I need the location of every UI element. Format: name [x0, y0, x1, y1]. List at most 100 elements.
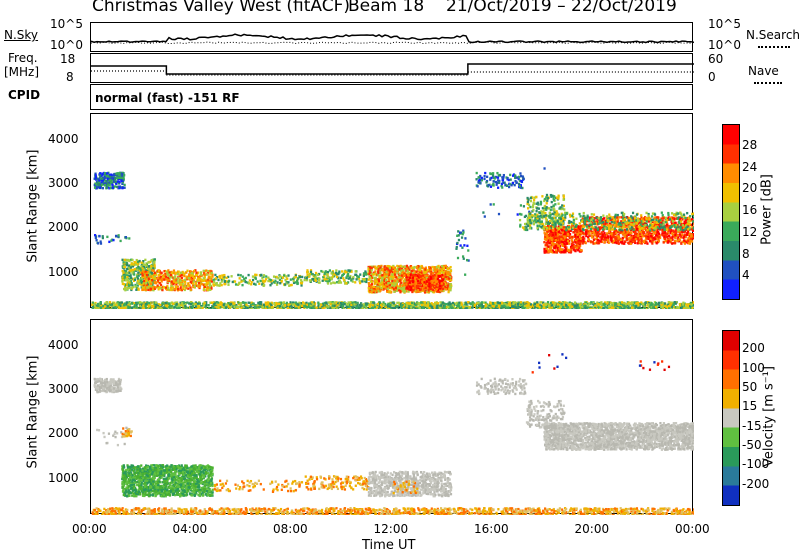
heatmap-cell: [182, 286, 185, 290]
heatmap-cell: [429, 276, 433, 280]
heatmap-cell: [602, 221, 605, 224]
heatmap-cell: [323, 271, 327, 274]
heatmap-cell: [425, 282, 428, 285]
heatmap-cell: [415, 266, 419, 270]
heatmap-cell: [254, 277, 257, 280]
heatmap-cell: [578, 230, 581, 234]
heatmap-cell: [389, 290, 392, 293]
heatmap-cell: [98, 180, 101, 183]
heatmap-cell: [623, 233, 626, 236]
heatmap-cell: [157, 288, 160, 291]
heatmap-cell: [368, 276, 372, 279]
heatmap-cell: [669, 228, 672, 231]
heatmap-cell: [444, 264, 448, 268]
heatmap-cell: [638, 241, 642, 244]
heatmap-cell: [269, 278, 272, 282]
heatmap-cell: [108, 187, 111, 190]
heatmap-cell: [659, 226, 663, 229]
heatmap-cell: [144, 277, 147, 280]
heatmap-cell: [514, 175, 517, 178]
heatmap-cell: [423, 282, 426, 285]
heatmap-cell: [141, 288, 144, 292]
heatmap-cell: [521, 175, 524, 178]
heatmap-cell: [253, 282, 256, 286]
heatmap-cell: [174, 271, 177, 275]
heatmap-cell: [544, 225, 547, 229]
heatmap-cell: [553, 246, 556, 250]
heatmap-cell: [256, 280, 259, 283]
heatmap-cell: [438, 280, 441, 283]
heatmap-cell: [565, 226, 568, 229]
heatmap-cell: [546, 225, 550, 228]
heatmap-cell: [656, 235, 659, 238]
heatmap-cell: [632, 238, 635, 242]
heatmap-cell: [562, 196, 565, 199]
heatmap-cell: [336, 281, 339, 284]
heatmap-cell: [548, 242, 551, 245]
heatmap-cell: [405, 273, 408, 277]
heatmap-cell: [459, 244, 462, 247]
heatmap-cell: [401, 284, 404, 287]
heatmap-cell: [204, 273, 207, 276]
heatmap-cell: [553, 232, 556, 236]
heatmap-cell: [134, 283, 137, 287]
heatmap-cell: [153, 263, 156, 266]
heatmap-cell: [532, 220, 535, 223]
heatmap-cell: [573, 229, 577, 233]
heatmap-cell: [548, 239, 551, 242]
heatmap-cell: [391, 282, 394, 285]
heatmap-cell: [607, 230, 611, 234]
heatmap-cell: [634, 230, 637, 233]
heatmap-cell: [539, 220, 542, 224]
heatmap-cell: [300, 282, 303, 285]
heatmap-cell: [419, 290, 422, 293]
heatmap-cell: [656, 226, 659, 229]
heatmap-cell: [109, 179, 112, 182]
heatmap-cell: [640, 216, 643, 219]
heatmap-cell: [148, 273, 152, 276]
heatmap-cell: [372, 272, 376, 276]
heatmap-cell: [377, 271, 380, 275]
heatmap-cell: [427, 276, 431, 279]
heatmap-cell: [177, 281, 180, 285]
heatmap-cell: [225, 276, 228, 280]
heatmap-cell: [555, 210, 558, 213]
heatmap-cell: [590, 231, 593, 235]
heatmap-cell: [581, 224, 584, 227]
heatmap-cell: [678, 238, 681, 242]
heatmap-cell: [144, 288, 147, 292]
heatmap-cell: [563, 243, 567, 247]
heatmap-cell: [220, 280, 223, 283]
heatmap-cell: [190, 277, 193, 280]
heatmap-cell: [654, 220, 657, 224]
heatmap-cell: [622, 224, 625, 227]
heatmap-cell: [143, 279, 146, 283]
heatmap-cell: [414, 273, 417, 277]
heatmap-cell: [552, 198, 556, 202]
heatmap-cell: [439, 284, 442, 288]
heatmap-cell: [136, 275, 139, 278]
heatmap-cell: [548, 235, 551, 239]
heatmap-cell: [440, 284, 444, 287]
freq-trace-svg: [91, 63, 694, 76]
heatmap-cell: [549, 193, 552, 197]
heatmap-cell: [625, 228, 629, 231]
heatmap-cell: [367, 269, 370, 273]
heatmap-cell: [133, 260, 136, 264]
heatmap-cell: [181, 282, 184, 286]
heatmap-cell: [647, 233, 650, 236]
heatmap-cell: [196, 277, 200, 280]
heatmap-cell: [645, 233, 648, 237]
heatmap-cell: [385, 267, 388, 270]
heatmap-cell: [667, 239, 670, 243]
heatmap-cell: [198, 278, 201, 282]
heatmap-cell: [631, 219, 634, 222]
heatmap-cell: [512, 173, 516, 176]
heatmap-cell: [529, 220, 533, 223]
heatmap-cell: [554, 244, 557, 248]
heatmap-cell: [480, 178, 483, 182]
heatmap-cell: [136, 273, 139, 276]
heatmap-cell: [676, 237, 679, 241]
heatmap-cell: [545, 234, 548, 237]
heatmap-cell: [560, 215, 564, 218]
